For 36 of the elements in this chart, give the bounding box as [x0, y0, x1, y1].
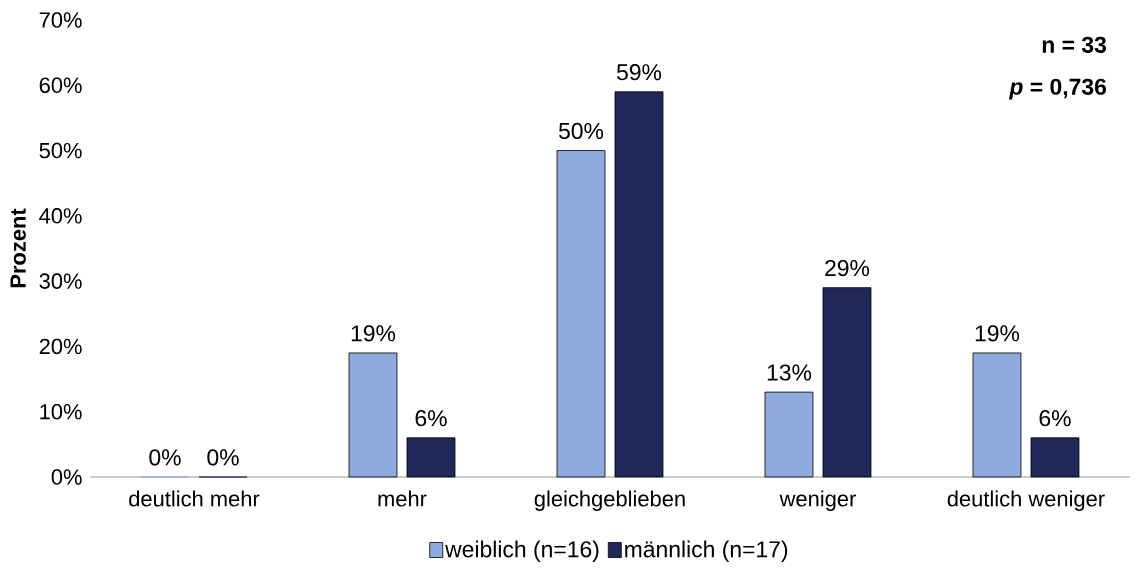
y-axis-title: Prozent	[10, 208, 26, 288]
bar	[822, 287, 872, 478]
x-tick-label: deutlich weniger	[947, 490, 1105, 511]
data-label: 19%	[351, 325, 396, 342]
data-label: 59%	[616, 64, 662, 81]
legend-label: weiblich (n=16)	[445, 540, 599, 562]
data-label: 29%	[825, 259, 870, 277]
annotation: p = 0,736	[1008, 78, 1107, 100]
bar	[972, 352, 1022, 478]
y-tick-label: 40%	[39, 208, 82, 224]
data-label: 6%	[1039, 410, 1071, 427]
y-tick-label: 20%	[39, 338, 82, 355]
x-tick-label: gleichgeblieben	[534, 490, 685, 511]
bar	[406, 437, 456, 478]
y-tick-label: 0%	[51, 469, 82, 485]
y-tick-label: 30%	[39, 273, 82, 289]
y-tick-label: 70%	[39, 12, 82, 28]
x-tick-label: weniger	[779, 490, 856, 511]
data-label: 0%	[207, 449, 239, 466]
y-tick-label: 50%	[39, 142, 82, 159]
annotation: n = 33	[1042, 36, 1107, 53]
legend-label: männlich (n=17)	[625, 540, 788, 562]
x-tick-label: mehr	[378, 490, 427, 507]
x-tick-label: deutlich mehr	[129, 490, 260, 507]
data-label: 0%	[149, 449, 181, 466]
y-tick-label: 10%	[40, 403, 82, 420]
data-label: 6%	[415, 410, 447, 427]
data-label: 13%	[767, 364, 812, 381]
bar	[614, 91, 664, 478]
bar	[556, 150, 606, 478]
data-label: 50%	[558, 122, 604, 140]
bar	[764, 391, 814, 478]
data-label: 19%	[975, 325, 1020, 342]
bar	[1030, 437, 1080, 478]
bar	[348, 352, 398, 478]
y-tick-label: 60%	[39, 77, 82, 94]
